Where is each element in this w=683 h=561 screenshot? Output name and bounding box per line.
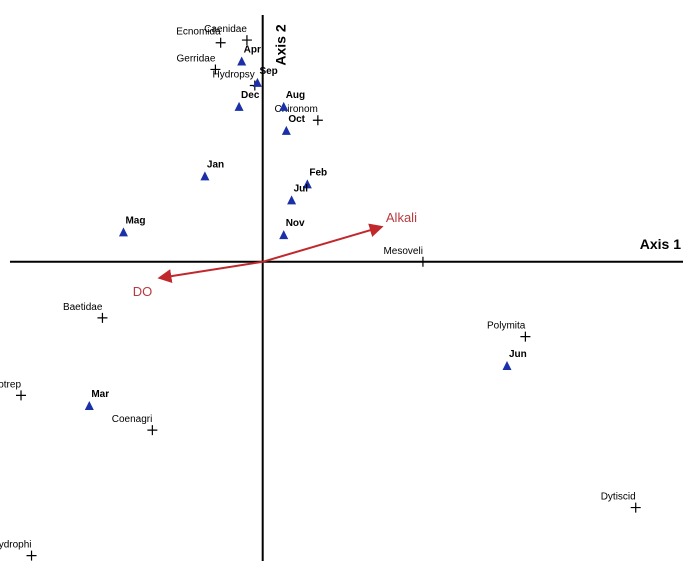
taxon-marker xyxy=(417,256,428,267)
taxon-marker xyxy=(215,37,226,48)
taxon-marker xyxy=(147,425,158,436)
month-mar: Mar xyxy=(84,389,109,411)
y-axis-title: Axis 2 xyxy=(273,24,289,65)
taxon-caenidae: Caenidae xyxy=(204,24,252,46)
taxon-dytiscid: Dytiscid xyxy=(601,492,641,513)
month-label: Jun xyxy=(509,349,527,360)
environmental-vectors: Alkali DO xyxy=(133,210,417,299)
month-label: Jul xyxy=(294,183,309,194)
month-label: Feb xyxy=(309,167,327,178)
taxon-marker xyxy=(97,312,108,323)
taxon-label: Caenidae xyxy=(204,24,247,35)
taxon-label: Mesoveli xyxy=(383,246,422,257)
vector-alkali-label: Alkali xyxy=(386,210,417,225)
month-sep: Sep xyxy=(252,66,278,87)
taxon-label: Hydrophi xyxy=(0,540,32,551)
month-label: Nov xyxy=(286,218,305,229)
taxon-label: Helotrep xyxy=(0,379,21,390)
month-marker xyxy=(281,125,291,135)
taxon-label: Ecnomida xyxy=(176,27,221,38)
month-nov: Nov xyxy=(279,218,305,240)
taxon-marker xyxy=(630,502,641,513)
month-marker xyxy=(200,171,210,181)
taxon-label: Baetidae xyxy=(63,302,103,313)
taxon-label: Hydropsy xyxy=(213,69,255,80)
month-oct: Oct xyxy=(281,114,306,135)
taxon-polymita: Polymita xyxy=(487,321,531,342)
month-marker xyxy=(287,195,297,205)
taxon-marker xyxy=(26,550,37,561)
month-label: Aug xyxy=(286,90,305,101)
month-apr: Apr xyxy=(237,44,261,66)
month-jul: Jul xyxy=(287,183,309,205)
month-jan: Jan xyxy=(200,159,224,181)
taxon-chironom: Chironom xyxy=(274,104,323,126)
taxon-label: Dytiscid xyxy=(601,492,636,503)
taxon-marker xyxy=(312,115,323,126)
taxon-marker xyxy=(16,390,27,401)
month-marker xyxy=(302,179,312,189)
taxon-marker xyxy=(241,35,252,46)
taxon-ecnomida: Ecnomida xyxy=(176,27,226,48)
month-marker xyxy=(237,56,247,66)
taxon-coenagri: Coenagri xyxy=(112,414,158,436)
month-label: Dec xyxy=(241,90,260,101)
vector-do-label: DO xyxy=(133,284,153,299)
taxon-label: Gerridae xyxy=(177,53,216,64)
vector-alkali-arrow xyxy=(262,223,384,263)
taxon-label: Chironom xyxy=(274,104,317,115)
month-label: Mar xyxy=(91,389,109,400)
vector-do-arrow xyxy=(157,260,263,284)
taxon-hydrophi: Hydrophi xyxy=(0,540,37,561)
taxon-baetidae: Baetidae xyxy=(63,302,108,323)
month-label: Oct xyxy=(288,114,305,125)
month-label: Sep xyxy=(259,66,277,77)
taxon-label: Polymita xyxy=(487,321,526,332)
month-label: Jan xyxy=(207,159,224,170)
taxon-gerridae: Gerridae xyxy=(177,53,221,75)
month-label: Apr xyxy=(244,44,261,55)
month-marker xyxy=(234,101,244,111)
taxon-label: Coenagri xyxy=(112,414,153,425)
month-marker xyxy=(502,360,512,370)
x-axis-title: Axis 1 xyxy=(640,236,681,252)
month-marker xyxy=(279,101,289,111)
month-mag: Mag xyxy=(118,215,145,237)
month-marker xyxy=(279,230,289,240)
month-label: Mag xyxy=(125,215,145,226)
taxon-marker xyxy=(520,331,531,342)
month-jun: Jun xyxy=(502,349,527,370)
taxon-marker xyxy=(210,64,221,75)
taxon-mesoveli: Mesoveli xyxy=(383,246,428,267)
month-marker xyxy=(118,227,128,237)
month-feb: Feb xyxy=(302,167,327,189)
month-aug: Aug xyxy=(279,90,305,111)
taxon-helotrep: Helotrep xyxy=(0,379,27,401)
month-dec: Dec xyxy=(234,90,260,111)
month-marker xyxy=(84,401,94,411)
month-marker xyxy=(252,77,262,87)
taxon-hydropsy: Hydropsy xyxy=(213,69,260,91)
